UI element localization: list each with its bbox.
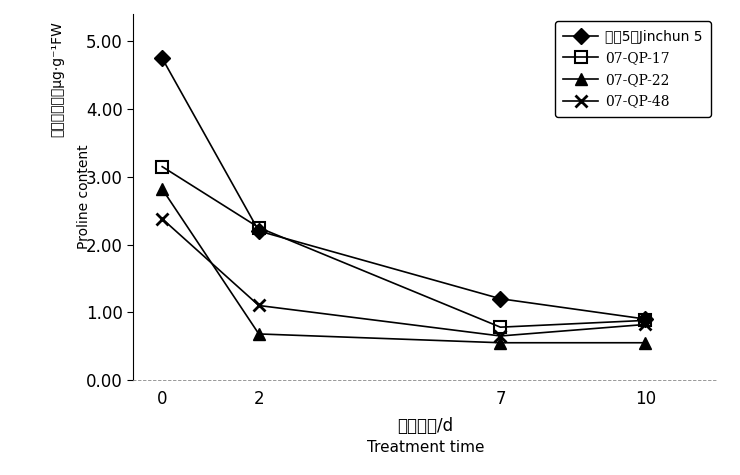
津斥5号Jinchun 5 xyxy=(641,316,650,322)
07-QP-48 xyxy=(255,303,263,308)
07-QP-48 xyxy=(496,333,505,339)
07-QP-17 xyxy=(255,225,263,230)
Line: 津斥5号Jinchun 5: 津斥5号Jinchun 5 xyxy=(157,53,651,324)
Legend: 津斥5号Jinchun 5, 07-QP-17, 07-QP-22, 07-QP-48: 津斥5号Jinchun 5, 07-QP-17, 07-QP-22, 07-QP… xyxy=(555,21,711,117)
07-QP-22 xyxy=(255,331,263,337)
07-QP-17 xyxy=(158,164,166,170)
Text: Treatment time: Treatment time xyxy=(367,440,484,456)
07-QP-48 xyxy=(641,322,650,327)
Text: 脓氨酸含量／μg·g⁻¹FW: 脓氨酸含量／μg·g⁻¹FW xyxy=(50,21,64,137)
07-QP-17 xyxy=(641,318,650,323)
Text: 处理时间/d: 处理时间/d xyxy=(397,417,454,435)
Text: Proline content: Proline content xyxy=(76,145,90,249)
07-QP-17 xyxy=(496,324,505,330)
津斥5号Jinchun 5 xyxy=(158,56,166,61)
Line: 07-QP-17: 07-QP-17 xyxy=(157,161,651,332)
07-QP-48 xyxy=(158,216,166,222)
07-QP-22 xyxy=(641,340,650,346)
07-QP-22 xyxy=(158,186,166,192)
津斥5号Jinchun 5 xyxy=(255,228,263,234)
津斥5号Jinchun 5 xyxy=(496,296,505,302)
Line: 07-QP-22: 07-QP-22 xyxy=(157,183,651,348)
Line: 07-QP-48: 07-QP-48 xyxy=(156,212,652,342)
07-QP-22 xyxy=(496,340,505,346)
